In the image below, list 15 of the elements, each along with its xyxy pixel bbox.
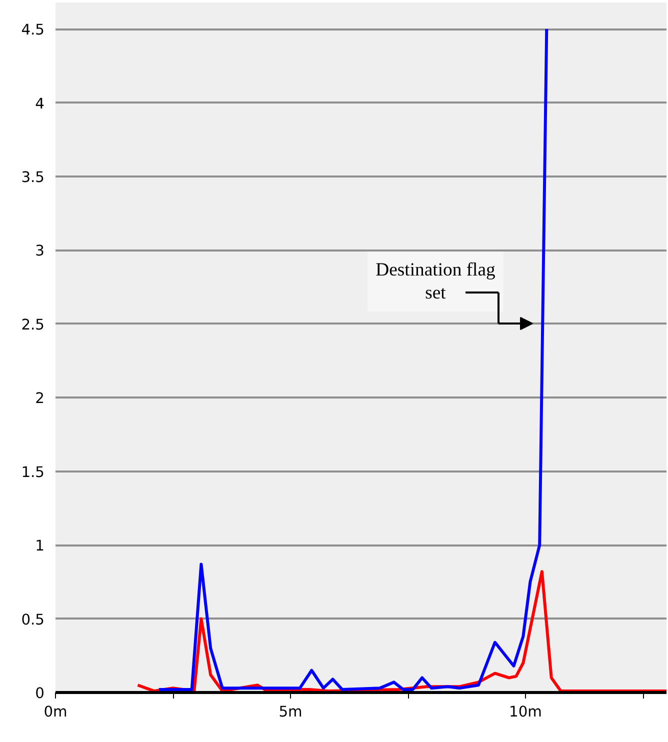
x-tick-label: 5m <box>278 704 302 720</box>
x-tick-label: 10m <box>509 704 542 720</box>
y-tick-label: 4 <box>35 95 45 112</box>
x-tick-label: 0m <box>44 704 68 720</box>
y-tick-label: 0 <box>35 685 45 702</box>
annotation: Destination flag set <box>376 259 496 304</box>
y-tick-label: 3.5 <box>21 168 45 186</box>
y-tick-label: 0.5 <box>21 611 45 628</box>
line-series <box>157 28 548 692</box>
y-tick-label: 2 <box>35 390 45 408</box>
y-tick-label: 1 <box>35 538 45 555</box>
y-tick-label: 3 <box>35 242 45 260</box>
y-tick-label: 2.5 <box>21 316 45 334</box>
y-tick-label: 4.5 <box>21 22 45 39</box>
y-tick-label: 1.5 <box>21 464 45 481</box>
